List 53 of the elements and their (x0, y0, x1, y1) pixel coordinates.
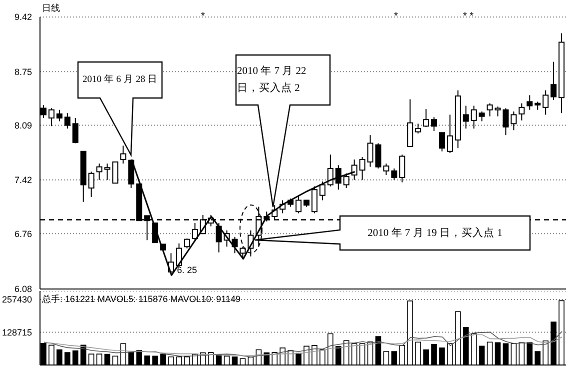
annotation: * * (463, 11, 474, 22)
candlestick (438, 132, 445, 152)
candlestick (407, 98, 414, 147)
candlestick (383, 163, 390, 176)
y-tick-label: 7.42 (14, 175, 32, 186)
candlestick (470, 105, 477, 130)
candlestick (152, 222, 158, 244)
candlestick (518, 102, 525, 121)
candlestick (64, 112, 70, 130)
chart-title: 日线 (42, 2, 60, 15)
candlestick (311, 186, 318, 214)
candlestick (526, 94, 533, 110)
candlestick (431, 116, 438, 132)
candlestick (391, 168, 398, 180)
candlestick (240, 246, 246, 259)
candlestick (319, 181, 326, 201)
candlestick (423, 108, 430, 128)
candlestick (192, 222, 198, 241)
annotation: * (394, 11, 398, 22)
candlestick (56, 109, 62, 122)
candlestick (415, 123, 422, 134)
candlestick (88, 171, 94, 198)
y-tick-label: 257430 (2, 294, 32, 305)
candlestick (486, 102, 493, 117)
y-tick-label: 9.42 (14, 12, 32, 22)
chart-title: 总手: 161221 MAVOL5: 115876 MAVOL10: 91149 (42, 293, 240, 306)
candlestick (462, 105, 469, 130)
candlestick (399, 154, 406, 183)
candlestick (550, 61, 557, 101)
candlestick (72, 117, 78, 144)
candlestick (120, 145, 126, 164)
candlestick (510, 110, 517, 131)
y-tick-label: 6.08 (14, 284, 32, 294)
candlestick (542, 90, 549, 116)
candlestick (48, 108, 54, 127)
candlestick (176, 242, 182, 268)
candlestick (359, 156, 366, 180)
candlestick (96, 163, 102, 180)
candlestick (184, 238, 190, 249)
candlestick (446, 114, 453, 154)
y-tick-label: 8.09 (14, 120, 32, 131)
annotation: 2010 年 6 月 28 日 (81, 74, 159, 86)
y-tick-label: 8.75 (14, 66, 32, 77)
candlestick (478, 110, 485, 122)
y-tick-label: 6.76 (14, 228, 32, 239)
annotation: * (201, 11, 205, 22)
candlestick (343, 172, 350, 189)
candlestick (216, 222, 222, 253)
annotation: 6. 25 (177, 265, 198, 275)
y-tick-label: 128715 (2, 327, 32, 338)
annotation: 2010 年 7 月 22 日，买入点 2 (237, 64, 308, 96)
annotation: 2010 年 7 月 19 日，买入点 1 (366, 226, 504, 240)
candlestick (296, 194, 302, 214)
